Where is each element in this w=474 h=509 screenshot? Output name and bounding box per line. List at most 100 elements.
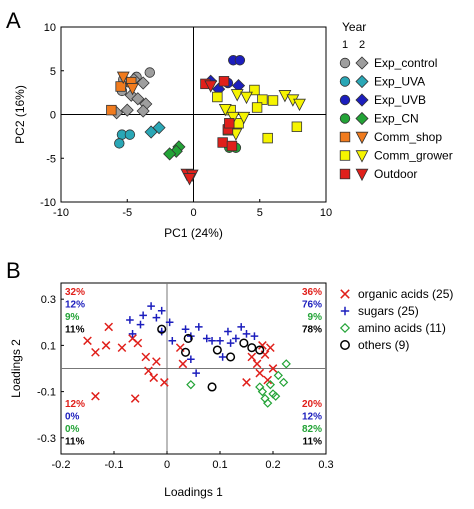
loadings-point [181, 347, 191, 357]
loadings-point [202, 334, 211, 343]
pca-point [106, 104, 117, 116]
pca-legend-marker-year2 [355, 131, 369, 145]
pca-legend-marker-year2 [355, 74, 369, 89]
pca-y-tick-label: 0 [50, 110, 56, 122]
loadings-x-tick-label: 0.3 [318, 459, 333, 471]
loadings-point [91, 347, 100, 357]
pca-x-axis-label: PC1 (24%) [164, 226, 223, 240]
loadings-point [187, 355, 195, 364]
quadrant-percentage: 20% [302, 399, 322, 410]
loadings-point [216, 336, 224, 345]
pca-point [114, 138, 125, 149]
loadings-point [83, 336, 92, 346]
loadings-point [144, 366, 153, 376]
quadrant-percentage: 0% [65, 412, 80, 423]
loadings-point [252, 359, 262, 369]
pca-legend-label: Exp_control [374, 56, 437, 70]
loadings-point [281, 359, 291, 369]
quadrant-percentage: 11% [303, 437, 323, 448]
pca-point [218, 104, 232, 117]
quadrant-percentage: 12% [302, 412, 322, 423]
loadings-point [212, 345, 222, 355]
loadings-point [255, 368, 265, 378]
pca-point [262, 132, 273, 144]
loadings-legend-marker [339, 322, 351, 334]
pca-legend-marker-year2 [355, 111, 369, 126]
quadrant-percentage: 11% [65, 325, 85, 336]
loadings-x-tick-label: 0 [164, 459, 170, 471]
pca-y-tick-label: -5 [46, 153, 56, 165]
loadings-legend-label: amino acids (11) [358, 321, 446, 335]
loadings-point [181, 325, 190, 334]
pca-legend-marker-year1 [339, 76, 351, 87]
pca-point [124, 129, 136, 140]
loadings-point [271, 391, 281, 401]
pca-point [251, 102, 263, 113]
pca-point [120, 103, 134, 117]
loadings-point [136, 320, 145, 329]
pca-point [230, 89, 244, 102]
pca-point [115, 81, 126, 92]
pca-legend-label: Exp_UVB [374, 93, 426, 107]
pca-point [116, 71, 130, 84]
pca-point [126, 83, 139, 96]
pca-x-tick-label: 10 [320, 207, 332, 219]
loadings-point [139, 311, 147, 320]
quadrant-percentage: 32% [65, 287, 85, 298]
pca-legend: Year 1 2 Exp_control Exp_UVA Exp_UVB Exp_CN… [339, 20, 453, 182]
pca-x-tick-label: -10 [53, 207, 69, 219]
pca-point [234, 55, 246, 66]
loadings-point [239, 338, 249, 348]
pca-legend-col-2: 2 [359, 39, 365, 51]
pca-x-tick-label: 5 [257, 207, 263, 219]
panel-label-b: B [6, 258, 21, 283]
quadrant-percentage: 12% [65, 300, 85, 311]
pca-point [183, 173, 196, 186]
loadings-y-tick-label: -0.3 [37, 433, 56, 445]
pca-point [240, 91, 253, 105]
pca-y-tick-label: 10 [44, 22, 56, 34]
loadings-point [101, 341, 111, 350]
loadings-ticks: -0.2 -0.1 0 0.1 0.2 0.3 -0.3 -0.1 0.1 0.3 [37, 294, 334, 471]
loadings-y-tick-label: 0.1 [41, 340, 56, 352]
quadrant-percentage: 9% [308, 312, 323, 323]
loadings-point [258, 341, 267, 350]
loadings-legend-label: others (9) [358, 338, 409, 352]
loadings-point [195, 323, 203, 331]
loadings-point [141, 352, 151, 362]
pca-legend-label: Exp_UVA [374, 75, 425, 89]
loadings-point [268, 364, 278, 373]
quadrant-percentage: 9% [65, 312, 80, 323]
pca-y-axis-label: PC2 (16%) [13, 85, 27, 144]
loadings-legend-label: organic acids (25) [358, 287, 453, 301]
pca-point [144, 67, 155, 78]
loadings-legend-marker [340, 306, 350, 316]
loadings-point [192, 369, 200, 377]
loadings-point [133, 338, 143, 348]
loadings-x-tick-label: -0.1 [105, 459, 124, 471]
pca-point [249, 84, 260, 96]
loadings-legend-marker [340, 289, 350, 299]
loadings-point [147, 302, 155, 310]
pca-point [291, 121, 303, 132]
loadings-point [257, 386, 268, 397]
pca-point [217, 137, 228, 148]
loadings-point [208, 336, 216, 345]
loadings-point [178, 359, 188, 369]
loadings-point [168, 336, 177, 345]
pca-ticks: -10 -5 0 5 10 -10 -5 0 5 10 [40, 22, 332, 219]
loadings-x-tick-label: -0.2 [52, 459, 71, 471]
pca-legend-marker-year2 [355, 56, 369, 70]
loadings-point [242, 378, 251, 387]
loadings-point [265, 380, 275, 390]
loadings-y-tick-label: -0.1 [37, 387, 56, 399]
quadrant-percentage: 36% [302, 287, 322, 298]
loadings-legend: organic acids (25) sugars (25) amino acids… [339, 287, 453, 352]
loadings-point [247, 352, 257, 362]
loadings-point [91, 391, 100, 401]
loadings-point [128, 330, 137, 338]
pca-y-tick-label: -10 [40, 197, 56, 209]
pca-point [136, 76, 150, 90]
pca-point [226, 111, 240, 125]
